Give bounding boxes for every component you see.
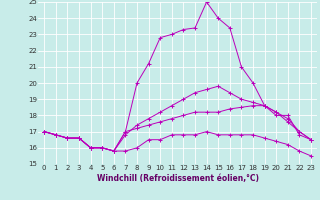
X-axis label: Windchill (Refroidissement éolien,°C): Windchill (Refroidissement éolien,°C) [97,174,259,183]
